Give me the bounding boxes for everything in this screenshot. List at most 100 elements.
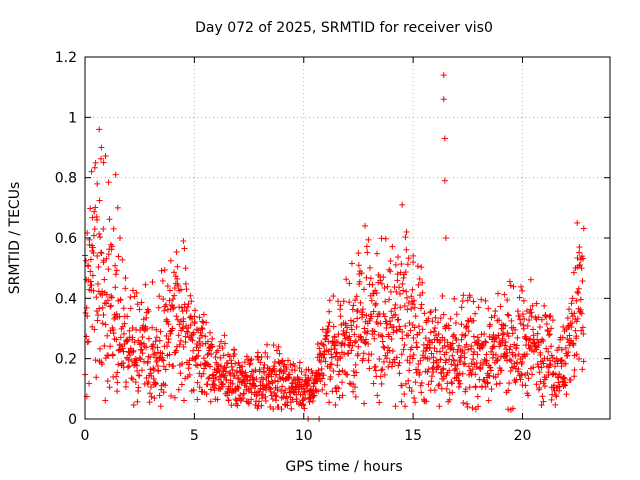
data-point — [465, 346, 472, 353]
data-point — [438, 385, 445, 392]
data-point — [535, 342, 542, 349]
data-point — [161, 307, 168, 314]
data-point — [451, 295, 458, 302]
data-point — [352, 361, 359, 368]
data-point — [576, 249, 583, 256]
data-point — [504, 297, 511, 304]
data-point — [393, 288, 400, 295]
data-point — [579, 255, 586, 262]
data-point — [346, 299, 353, 306]
data-point — [130, 347, 137, 354]
data-point — [113, 336, 120, 343]
data-point — [440, 365, 447, 372]
data-point — [345, 350, 352, 357]
data-point — [323, 332, 330, 339]
data-point — [124, 364, 131, 371]
data-point — [190, 347, 197, 354]
data-point — [503, 352, 510, 359]
data-point — [410, 335, 417, 342]
data-point — [173, 313, 180, 320]
data-point — [351, 372, 358, 379]
data-point — [490, 331, 497, 338]
data-point — [391, 305, 398, 312]
data-point — [134, 398, 141, 405]
data-point — [94, 216, 101, 223]
data-point — [562, 345, 569, 352]
data-point — [422, 348, 429, 355]
data-point — [188, 298, 195, 305]
data-point — [501, 291, 508, 298]
data-point — [388, 363, 395, 370]
data-point — [164, 318, 171, 325]
data-point — [419, 289, 426, 296]
data-point — [402, 380, 409, 387]
data-point — [400, 274, 407, 281]
data-point — [370, 380, 377, 387]
data-point — [412, 313, 419, 320]
data-point — [106, 384, 113, 391]
data-point — [361, 286, 368, 293]
data-point — [171, 292, 178, 299]
data-point — [85, 338, 92, 345]
data-point — [428, 350, 435, 357]
data-point — [456, 377, 463, 384]
data-point — [120, 348, 127, 355]
data-point — [459, 298, 466, 305]
data-point — [173, 249, 180, 256]
data-point — [187, 292, 194, 299]
data-point — [363, 243, 370, 250]
data-point — [177, 286, 184, 293]
data-point — [552, 363, 559, 370]
data-point — [412, 399, 419, 406]
data-point — [336, 368, 343, 375]
data-point — [283, 393, 290, 400]
data-point — [395, 362, 402, 369]
data-point — [540, 360, 547, 367]
data-point — [281, 389, 288, 396]
data-point — [482, 383, 489, 390]
data-point — [169, 325, 176, 332]
data-point — [563, 391, 570, 398]
data-point — [147, 354, 154, 361]
data-point — [577, 306, 584, 313]
data-point — [400, 287, 407, 294]
data-point — [579, 366, 586, 373]
data-point — [360, 350, 367, 357]
data-point — [327, 373, 334, 380]
data-point — [439, 366, 446, 373]
data-point — [519, 359, 526, 366]
data-point — [239, 368, 246, 375]
data-point — [348, 326, 355, 333]
data-point — [188, 332, 195, 339]
data-point — [472, 310, 479, 317]
data-point — [298, 368, 305, 375]
data-point — [416, 369, 423, 376]
data-point — [114, 204, 121, 211]
data-point — [180, 397, 187, 404]
data-point — [291, 367, 298, 374]
data-point — [152, 338, 159, 345]
data-point — [575, 285, 582, 292]
data-point — [354, 315, 361, 322]
data-point — [108, 302, 115, 309]
data-point — [166, 297, 173, 304]
data-point — [347, 317, 354, 324]
data-point — [96, 126, 103, 133]
data-point — [102, 397, 109, 404]
data-point — [100, 159, 107, 166]
data-point — [549, 354, 556, 361]
data-point — [217, 354, 224, 361]
data-point — [198, 325, 205, 332]
data-point — [99, 320, 106, 327]
data-point — [580, 225, 587, 232]
data-point — [536, 324, 543, 331]
data-point — [123, 379, 130, 386]
data-point — [312, 387, 319, 394]
data-point — [492, 351, 499, 358]
data-point — [410, 252, 417, 259]
data-point — [409, 301, 416, 308]
data-point — [388, 336, 395, 343]
data-point — [522, 382, 529, 389]
data-point — [483, 357, 490, 364]
data-point — [285, 374, 292, 381]
